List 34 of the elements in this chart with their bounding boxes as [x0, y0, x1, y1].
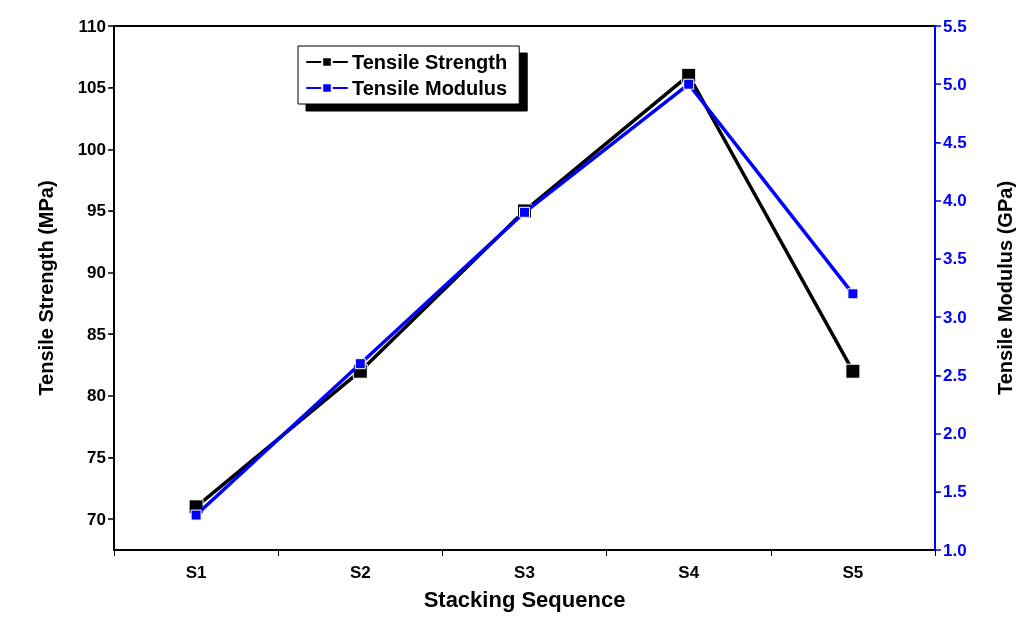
y2-axis-title: Tensile Modulus (GPa): [994, 180, 1016, 396]
x-axis-title: Stacking Sequence: [423, 586, 626, 612]
y2-tick-label: 4.0: [943, 191, 967, 211]
y-tick-label: 80: [87, 386, 106, 406]
y2-tick-label: 2.5: [943, 365, 967, 385]
y2-tick-label: 3.0: [943, 307, 967, 327]
point: [845, 363, 861, 379]
point: [354, 358, 366, 370]
y-tick-label: 110: [78, 16, 106, 36]
y-tick-label: 70: [87, 509, 106, 529]
x-tick-label: S3: [514, 563, 535, 582]
point: [683, 78, 695, 90]
legend-label: Tensile Modulus: [352, 77, 508, 99]
point: [190, 509, 202, 521]
point: [847, 288, 859, 300]
x-tick-label: S4: [678, 563, 700, 582]
y-tick-label: 95: [87, 201, 106, 221]
y2-tick-label: 2.0: [943, 424, 967, 444]
y-tick-label: 90: [87, 263, 106, 283]
legend-label: Tensile Strength: [352, 51, 508, 73]
x-tick-label: S2: [349, 563, 371, 582]
y-axis-title: Tensile Strength (MPa): [35, 180, 57, 396]
y2-tick-label: 1.5: [943, 482, 967, 502]
x-tick-label: S5: [842, 563, 864, 582]
y2-tick-label: 1.0: [943, 540, 967, 560]
y2-tick-label: 4.5: [943, 132, 967, 152]
y-tick-label: 75: [87, 448, 106, 468]
y2-tick-label: 5.0: [943, 74, 967, 94]
y-tick-label: 85: [87, 324, 106, 344]
y-tick-label: 100: [77, 139, 106, 159]
x-tick-label: S1: [185, 563, 207, 582]
y-tick-label: 105: [77, 78, 106, 98]
y2-tick-label: 3.5: [943, 249, 967, 269]
y2-tick-label: 5.5: [943, 16, 967, 36]
